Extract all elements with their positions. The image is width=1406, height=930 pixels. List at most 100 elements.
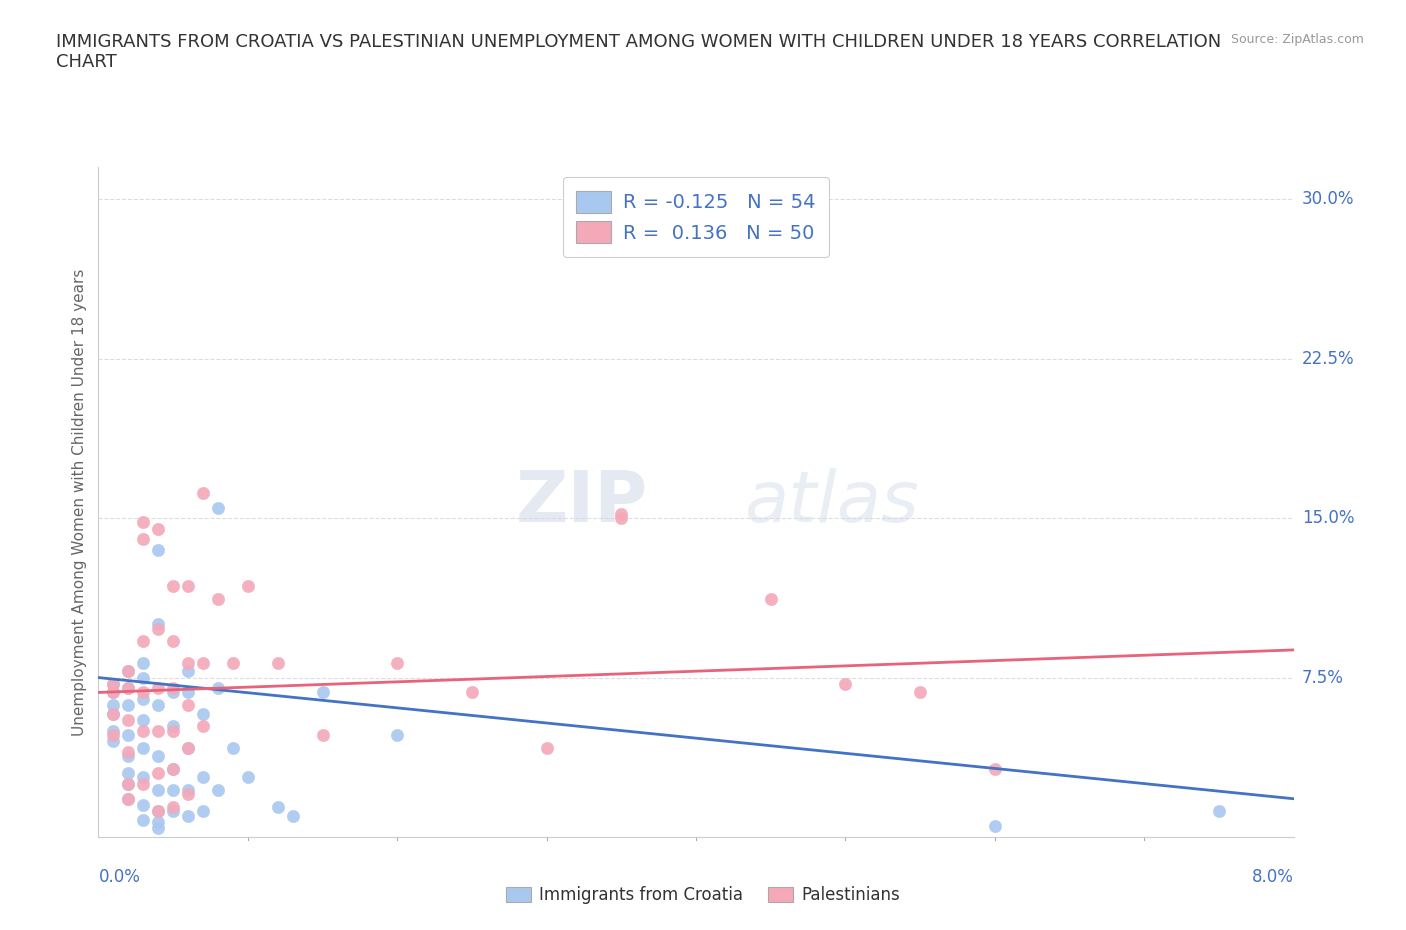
Point	[281, 808, 304, 823]
Point	[207, 681, 229, 696]
Point	[117, 712, 139, 727]
Point	[103, 706, 125, 721]
Point	[610, 511, 633, 525]
Point	[148, 698, 170, 712]
Point	[132, 712, 155, 727]
Point	[117, 698, 139, 712]
Point	[385, 656, 409, 671]
Point	[132, 515, 155, 530]
Point	[236, 578, 259, 593]
Point	[148, 542, 170, 557]
Point	[207, 591, 229, 606]
Point	[148, 749, 170, 764]
Point	[191, 706, 214, 721]
Point	[236, 770, 259, 785]
Point	[222, 656, 245, 671]
Text: IMMIGRANTS FROM CROATIA VS PALESTINIAN UNEMPLOYMENT AMONG WOMEN WITH CHILDREN UN: IMMIGRANTS FROM CROATIA VS PALESTINIAN U…	[56, 33, 1222, 72]
Point	[132, 724, 155, 738]
Legend: Immigrants from Croatia, Palestinians: Immigrants from Croatia, Palestinians	[498, 878, 908, 912]
Point	[117, 664, 139, 679]
Point	[117, 681, 139, 696]
Point	[103, 685, 125, 700]
Point	[132, 671, 155, 685]
Point	[207, 783, 229, 798]
Point	[148, 617, 170, 631]
Point	[132, 532, 155, 547]
Point	[222, 740, 245, 755]
Point	[132, 813, 155, 828]
Point	[177, 808, 200, 823]
Point	[162, 783, 184, 798]
Point	[385, 727, 409, 742]
Point	[148, 804, 170, 819]
Point	[191, 656, 214, 671]
Point	[162, 804, 184, 819]
Point	[162, 685, 184, 700]
Point	[117, 777, 139, 791]
Point	[117, 664, 139, 679]
Point	[162, 762, 184, 777]
Text: 22.5%: 22.5%	[1302, 350, 1354, 367]
Point	[132, 634, 155, 649]
Point	[117, 745, 139, 760]
Point	[148, 821, 170, 836]
Point	[103, 734, 125, 749]
Point	[117, 791, 139, 806]
Point	[191, 485, 214, 500]
Point	[162, 719, 184, 734]
Point	[908, 685, 931, 700]
Text: ZIP: ZIP	[516, 468, 648, 537]
Point	[177, 740, 200, 755]
Point	[834, 676, 856, 691]
Point	[177, 698, 200, 712]
Point	[983, 819, 1005, 834]
Point	[267, 800, 290, 815]
Point	[536, 740, 558, 755]
Point	[148, 522, 170, 537]
Point	[103, 727, 125, 742]
Point	[983, 762, 1005, 777]
Point	[148, 765, 170, 780]
Point	[132, 656, 155, 671]
Point	[162, 681, 184, 696]
Point	[207, 500, 229, 515]
Text: 0.0%: 0.0%	[98, 868, 141, 885]
Point	[132, 770, 155, 785]
Point	[148, 815, 170, 830]
Point	[148, 804, 170, 819]
Point	[162, 800, 184, 815]
Point	[311, 685, 333, 700]
Point	[162, 724, 184, 738]
Point	[117, 791, 139, 806]
Point	[461, 685, 484, 700]
Point	[132, 777, 155, 791]
Point	[162, 634, 184, 649]
Point	[148, 724, 170, 738]
Point	[132, 685, 155, 700]
Legend: R = -0.125   N = 54, R =  0.136   N = 50: R = -0.125 N = 54, R = 0.136 N = 50	[562, 177, 830, 257]
Point	[103, 685, 125, 700]
Text: 8.0%: 8.0%	[1251, 868, 1294, 885]
Point	[610, 507, 633, 522]
Point	[117, 777, 139, 791]
Point	[162, 578, 184, 593]
Point	[162, 762, 184, 777]
Point	[311, 727, 333, 742]
Point	[177, 740, 200, 755]
Point	[103, 706, 125, 721]
Point	[148, 783, 170, 798]
Point	[117, 727, 139, 742]
Text: 30.0%: 30.0%	[1302, 191, 1354, 208]
Text: atlas: atlas	[744, 468, 918, 537]
Point	[191, 770, 214, 785]
Text: 7.5%: 7.5%	[1302, 669, 1344, 686]
Point	[117, 749, 139, 764]
Point	[103, 676, 125, 691]
Point	[103, 676, 125, 691]
Point	[177, 685, 200, 700]
Point	[132, 740, 155, 755]
Point	[177, 783, 200, 798]
Point	[103, 698, 125, 712]
Point	[1208, 804, 1230, 819]
Point	[177, 656, 200, 671]
